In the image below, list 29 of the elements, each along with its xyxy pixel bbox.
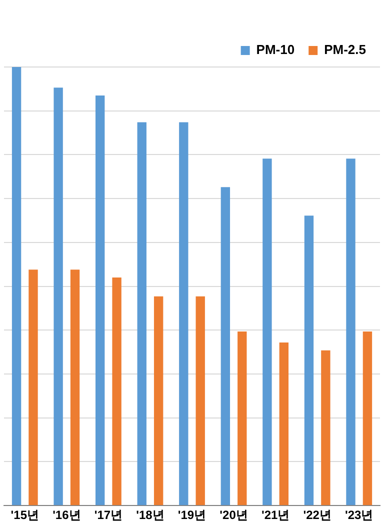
bar [304,216,314,506]
bar [54,88,63,506]
bar [279,342,289,506]
x-tick-label: '15년 [10,508,39,522]
x-tick-label: '20년 [220,508,248,522]
bar [346,158,356,506]
bar [262,158,272,506]
legend-label: PM-10 [256,42,295,58]
bar [95,96,105,506]
x-tick-label: '17년 [94,508,123,522]
x-tick-label: '19년 [178,508,206,522]
bar [112,278,122,506]
bar [70,270,80,506]
bar [28,270,38,506]
x-tick-label: '23년 [345,508,374,522]
legend-label: PM-2.5 [324,42,366,58]
bar [321,350,330,506]
bar [137,122,146,506]
bar [238,331,247,506]
x-tick-label: '22년 [303,508,332,522]
bar [196,296,205,506]
bar [12,67,22,506]
x-tick-label: '16년 [52,508,81,522]
x-tick-label: '18년 [136,508,164,522]
x-tick-label: '21년 [261,508,290,522]
bar [362,331,372,506]
bar [220,187,230,506]
bar [154,296,164,506]
bar [179,122,188,506]
